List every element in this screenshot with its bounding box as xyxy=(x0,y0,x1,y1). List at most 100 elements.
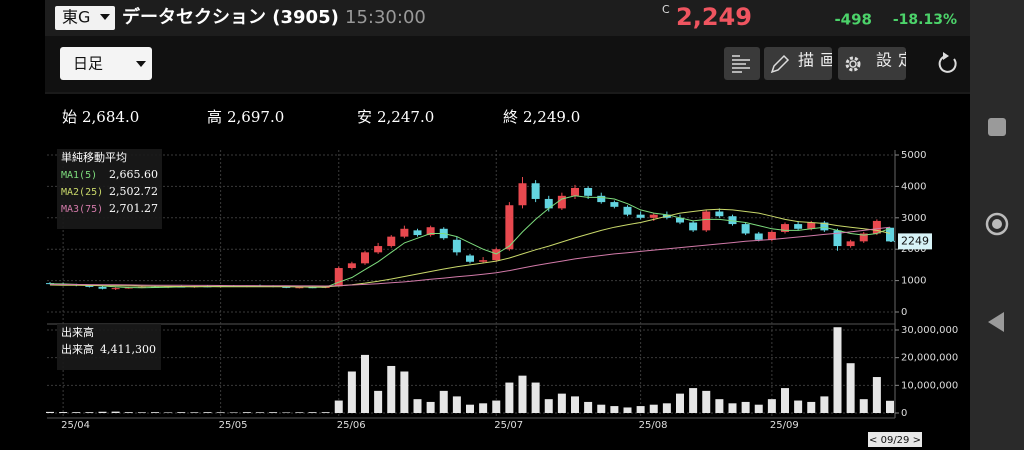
volume-bar xyxy=(597,404,606,413)
candle-body xyxy=(518,183,527,206)
volume-bar xyxy=(111,411,120,413)
volume-bar xyxy=(282,412,291,413)
draw-button[interactable]: 描画 xyxy=(764,47,842,80)
draw-label: 描画 xyxy=(798,51,842,70)
price: 2,249 xyxy=(676,3,752,31)
candle-body xyxy=(361,252,369,264)
volume-bar xyxy=(321,412,330,413)
volume-bar xyxy=(46,411,54,413)
ohlc-row: 始 2,684.0 高 2,697.0 安 2,247.0 終 2,249.0 xyxy=(45,92,970,126)
volume-bar xyxy=(387,365,396,413)
volume-bar xyxy=(754,404,763,413)
candle-body xyxy=(741,224,750,234)
ma-legend-value: 2,701.27 xyxy=(109,202,158,215)
volume-bar xyxy=(571,396,579,413)
candle-body xyxy=(531,183,540,199)
x-tick-label: 25/06 xyxy=(337,420,366,431)
candle-body xyxy=(400,228,409,237)
market: 東G xyxy=(62,8,90,27)
dropdown-arrow xyxy=(100,14,110,20)
volume-bar xyxy=(229,412,238,413)
ohlc-value: 2,684.0 xyxy=(82,108,139,126)
candle-body xyxy=(387,236,396,247)
x-tick-label: 25/07 xyxy=(494,420,523,431)
header-bar xyxy=(45,0,970,36)
volume-bar xyxy=(124,412,133,413)
refresh-icon[interactable] xyxy=(938,55,957,73)
volume-bar xyxy=(452,396,461,413)
volume-bar xyxy=(781,388,789,413)
volume-bar xyxy=(308,412,317,413)
nav-back[interactable] xyxy=(988,312,1004,332)
nav-recents[interactable] xyxy=(988,118,1006,136)
volume-bar xyxy=(886,400,894,413)
gear-icon xyxy=(845,56,861,72)
ohlc-label: 始 xyxy=(62,108,77,126)
volume-bar xyxy=(85,412,94,413)
volume-bar xyxy=(137,412,146,413)
ma-legend-name: MA2(25) xyxy=(61,187,103,198)
volume-bar xyxy=(518,375,527,413)
candle-body xyxy=(334,268,343,287)
volume-bar xyxy=(767,399,776,413)
candle-body xyxy=(505,205,514,250)
volume-bar xyxy=(190,412,199,413)
candle-body xyxy=(676,217,684,223)
volume-bar xyxy=(164,412,173,413)
last-price-label: 2249 xyxy=(901,234,929,247)
volume-legend-title: 出来高 xyxy=(61,325,94,339)
volume-bar xyxy=(741,401,750,413)
cursor-date-box xyxy=(868,432,922,447)
cursor-date: < 09/29 > xyxy=(869,435,921,446)
volume-bar xyxy=(846,363,855,413)
candle-body xyxy=(282,286,291,288)
candle-body xyxy=(374,246,383,253)
dropdown-arrow xyxy=(136,61,146,67)
y-tick-label: 2000 xyxy=(901,244,926,255)
y-tick-label: 1000 xyxy=(901,276,926,287)
volume-bar xyxy=(256,412,264,413)
candle-body xyxy=(820,222,829,231)
ma-legend-value: 2,502.72 xyxy=(109,185,158,198)
period-select[interactable] xyxy=(60,47,152,80)
volume-bar xyxy=(242,412,251,413)
settings-button[interactable]: 設定 xyxy=(838,47,920,80)
market-select[interactable] xyxy=(55,6,115,30)
ohlc-label: 終 xyxy=(503,108,518,126)
refresh-arrow xyxy=(943,52,949,60)
ma-legend-name: MA1(5) xyxy=(61,170,97,181)
candle-body xyxy=(544,198,553,209)
candle-body xyxy=(479,260,488,262)
list-icon xyxy=(732,55,750,73)
candle-body xyxy=(46,283,54,285)
candle-body xyxy=(492,249,501,261)
ma-legend-name: MA3(75) xyxy=(61,204,103,215)
stock-name: データセクション (3905) xyxy=(122,6,339,28)
volume-bar xyxy=(820,396,829,413)
y-tick-label: 0 xyxy=(901,307,907,318)
change: -498 xyxy=(834,11,872,29)
volume-bar xyxy=(361,354,369,413)
candle-body xyxy=(807,222,816,229)
volume-bar xyxy=(531,382,540,413)
volume-bar xyxy=(807,401,816,413)
y-tick-label: 30,000,000 xyxy=(901,325,958,336)
volume-bar xyxy=(98,411,107,413)
x-tick-label: 25/05 xyxy=(219,420,248,431)
y-tick-label: 3000 xyxy=(901,213,926,224)
ohlc-value: 2,247.0 xyxy=(377,108,434,126)
candle-body xyxy=(794,224,803,229)
last-price-box xyxy=(898,233,932,250)
volume-bar xyxy=(72,412,81,413)
volume-bar xyxy=(702,390,711,413)
volume-bar xyxy=(59,412,68,413)
candle-body xyxy=(426,227,435,236)
candle-body xyxy=(833,230,842,247)
candle-body xyxy=(846,241,855,247)
volume-bar xyxy=(584,401,593,413)
nav-home[interactable] xyxy=(985,212,1009,236)
ohlc-value: 2,697.0 xyxy=(227,108,284,126)
volume-bar xyxy=(872,377,881,413)
ma-legend-value: 2,665.60 xyxy=(109,168,158,181)
